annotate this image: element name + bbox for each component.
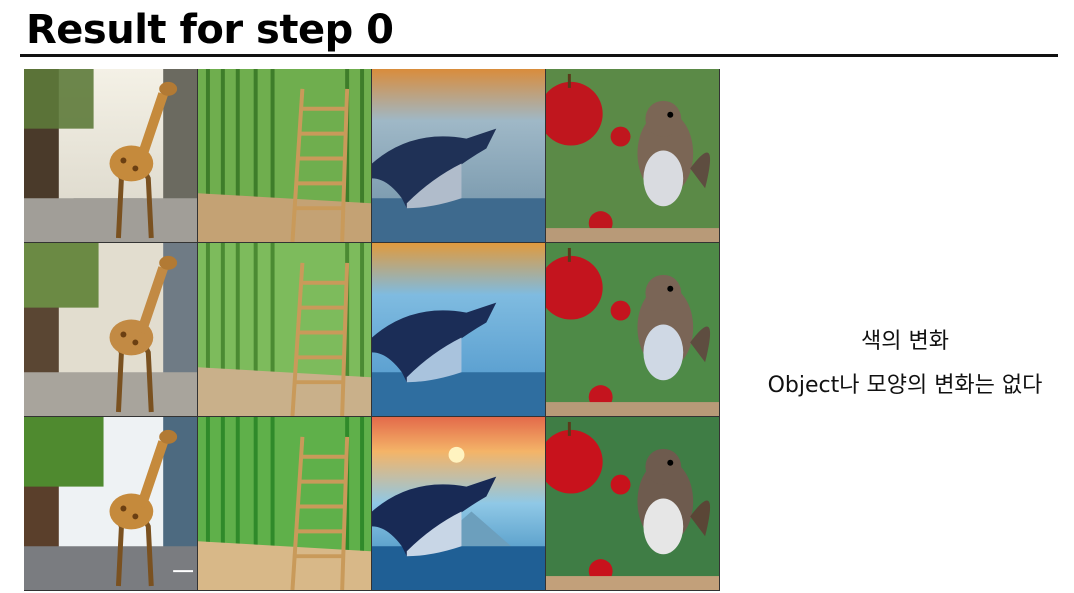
- note-no-object-change: Object나 모양의 변화는 없다: [767, 373, 1043, 398]
- whale-image-row2: [372, 243, 546, 417]
- bamboo-ladder-image-row1: [198, 69, 372, 243]
- whale-image-row1: [372, 69, 546, 243]
- squirrel-apple-image-row2: [546, 243, 720, 417]
- whale-image-row3: [372, 417, 546, 591]
- bamboo-ladder-image-row2: [198, 243, 372, 417]
- result-image-grid: [24, 69, 720, 591]
- observation-notes: 색의 변화 Object나 모양의 변화는 없다: [735, 320, 1074, 408]
- note-color-change: 색의 변화: [861, 329, 949, 354]
- bamboo-ladder-image-row3: [198, 417, 372, 591]
- giraffe-image-row3: [24, 417, 198, 591]
- title-underline: [20, 54, 1058, 57]
- squirrel-apple-image-row3: [546, 417, 720, 591]
- giraffe-image-row1: [24, 69, 198, 243]
- squirrel-apple-image-row1: [546, 69, 720, 243]
- slide-title: Result for step 0: [26, 7, 394, 53]
- giraffe-image-row2: [24, 243, 198, 417]
